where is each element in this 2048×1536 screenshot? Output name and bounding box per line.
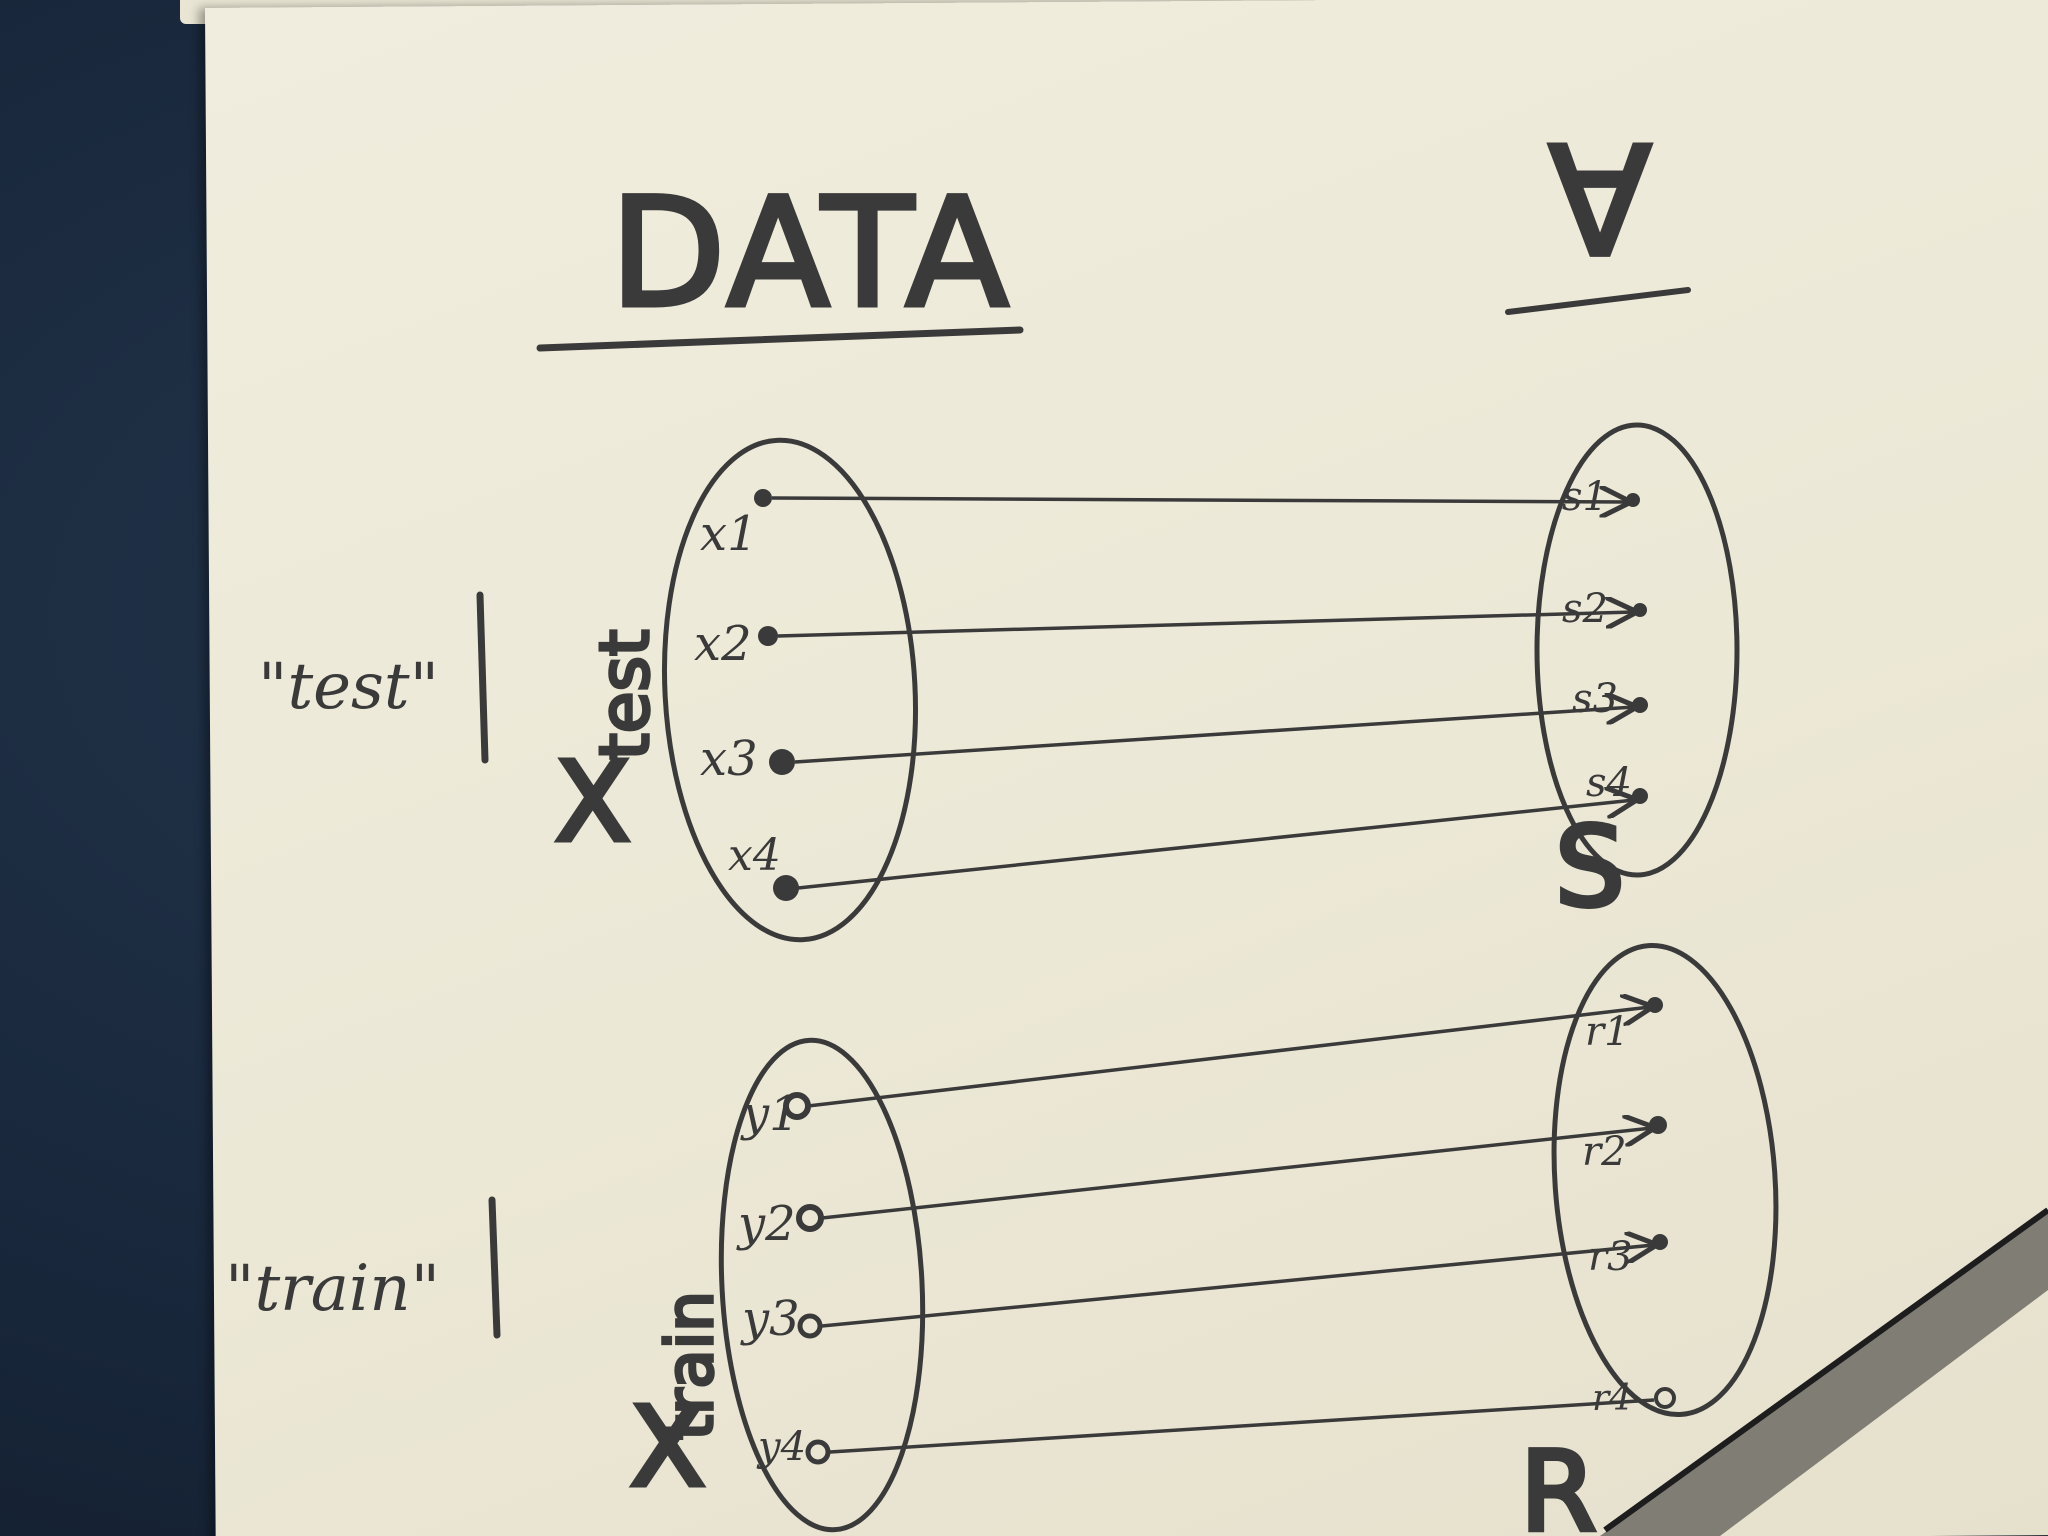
train-output-point bbox=[1647, 997, 1663, 1013]
test-label: "test" bbox=[258, 650, 439, 724]
test-output-label: s2 bbox=[1562, 586, 1608, 632]
test-input-ellipse bbox=[661, 437, 919, 943]
test-input-point bbox=[754, 489, 772, 507]
test-input-label: x1 bbox=[700, 506, 758, 562]
test-output-point bbox=[1633, 603, 1647, 617]
right-heading-glyph: A bbox=[1549, 109, 1652, 283]
train-input-label: y4 bbox=[756, 1424, 806, 1470]
train-output-point bbox=[1649, 1116, 1667, 1134]
test-output-point bbox=[1632, 697, 1648, 713]
test-output-point bbox=[1626, 493, 1640, 507]
test-mapping-arrow bbox=[794, 707, 1634, 764]
train-bracket bbox=[488, 1196, 501, 1339]
train-input-label: y3 bbox=[740, 1291, 800, 1347]
train-output-ellipse bbox=[1551, 942, 1779, 1418]
test-mapping-arrow bbox=[797, 800, 1634, 890]
train-output-set-name: R bbox=[1520, 1428, 1596, 1536]
test-output-label: s1 bbox=[1562, 474, 1608, 520]
test-mapping-arrow bbox=[771, 498, 1628, 502]
train-output-point bbox=[1652, 1234, 1668, 1250]
test-output-label: s3 bbox=[1572, 676, 1618, 722]
test-output-set-name: S bbox=[1555, 803, 1625, 931]
train-output-label: r2 bbox=[1582, 1129, 1627, 1175]
test-input-point bbox=[758, 626, 778, 646]
train-output-point bbox=[1654, 1387, 1676, 1409]
train-mapping-arrow bbox=[821, 1128, 1652, 1220]
test-output-ellipse bbox=[1534, 422, 1740, 878]
test-input-point bbox=[773, 875, 799, 901]
test-input-label: x4 bbox=[728, 830, 781, 881]
test-input-point bbox=[769, 749, 795, 775]
train-label: "train" bbox=[225, 1252, 440, 1326]
test-input-label: x2 bbox=[694, 616, 752, 672]
test-set-name: X bbox=[555, 738, 630, 866]
train-set-name: X bbox=[630, 1383, 705, 1511]
train-output-label: r4 bbox=[1592, 1378, 1632, 1419]
train-group: "train" X train R y1 y2 y3 y4 r1 r2 r3 r… bbox=[225, 942, 1779, 1536]
title-underline bbox=[536, 326, 1024, 352]
right-heading-bar bbox=[1505, 287, 1691, 315]
train-mapping-arrow bbox=[807, 1007, 1650, 1108]
test-bracket bbox=[476, 591, 489, 764]
title-text: DATA bbox=[610, 167, 1012, 341]
train-output-label: r3 bbox=[1588, 1234, 1633, 1280]
train-mapping-arrow bbox=[821, 1245, 1654, 1328]
train-input-point bbox=[796, 1204, 824, 1232]
train-input-label: y2 bbox=[736, 1196, 796, 1252]
test-output-label: s4 bbox=[1586, 760, 1632, 806]
test-input-label: x3 bbox=[700, 731, 758, 787]
train-mapping-arrow bbox=[829, 1398, 1655, 1454]
pencil-shadow-edge bbox=[1603, 1207, 2048, 1533]
train-input-point bbox=[805, 1439, 831, 1465]
train-input-ellipse bbox=[718, 1037, 926, 1533]
test-group: "test" X test S x1 x2 x3 x4 s1 s2 bbox=[258, 422, 1740, 943]
test-output-point bbox=[1632, 788, 1648, 804]
test-mapping-arrow bbox=[777, 612, 1634, 638]
right-heading: A bbox=[1546, 107, 1654, 286]
test-set-subscript: test bbox=[586, 629, 665, 760]
train-set-subscript: train bbox=[654, 1291, 728, 1440]
train-input-point bbox=[797, 1313, 823, 1339]
train-output-label: r1 bbox=[1585, 1009, 1630, 1055]
